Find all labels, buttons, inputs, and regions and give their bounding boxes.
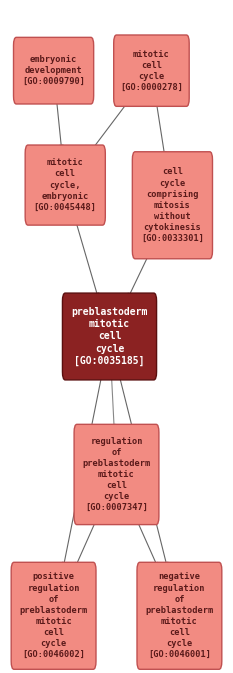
Text: positive
regulation
of
preblastoderm
mitotic
cell
cycle
[GO:0046002]: positive regulation of preblastoderm mit… (20, 573, 88, 659)
Text: preblastoderm
mitotic
cell
cycle
[GO:0035185]: preblastoderm mitotic cell cycle [GO:003… (71, 307, 148, 366)
FancyBboxPatch shape (132, 152, 212, 259)
Text: mitotic
cell
cycle,
embryonic
[GO:0045448]: mitotic cell cycle, embryonic [GO:004544… (34, 158, 97, 212)
Text: negative
regulation
of
preblastoderm
mitotic
cell
cycle
[GO:0046001]: negative regulation of preblastoderm mit… (145, 573, 213, 659)
FancyBboxPatch shape (11, 563, 96, 669)
FancyBboxPatch shape (114, 35, 189, 106)
Text: mitotic
cell
cycle
[GO:0000278]: mitotic cell cycle [GO:0000278] (120, 50, 183, 92)
FancyBboxPatch shape (74, 425, 159, 525)
FancyBboxPatch shape (137, 563, 222, 669)
Text: cell
cycle
comprising
mitosis
without
cytokinesis
[GO:0033301]: cell cycle comprising mitosis without cy… (141, 168, 204, 243)
FancyBboxPatch shape (62, 293, 157, 380)
Text: regulation
of
preblastoderm
mitotic
cell
cycle
[GO:0007347]: regulation of preblastoderm mitotic cell… (82, 437, 151, 512)
Text: embryonic
development
[GO:0009790]: embryonic development [GO:0009790] (22, 55, 85, 86)
FancyBboxPatch shape (25, 145, 105, 225)
FancyBboxPatch shape (14, 37, 94, 104)
